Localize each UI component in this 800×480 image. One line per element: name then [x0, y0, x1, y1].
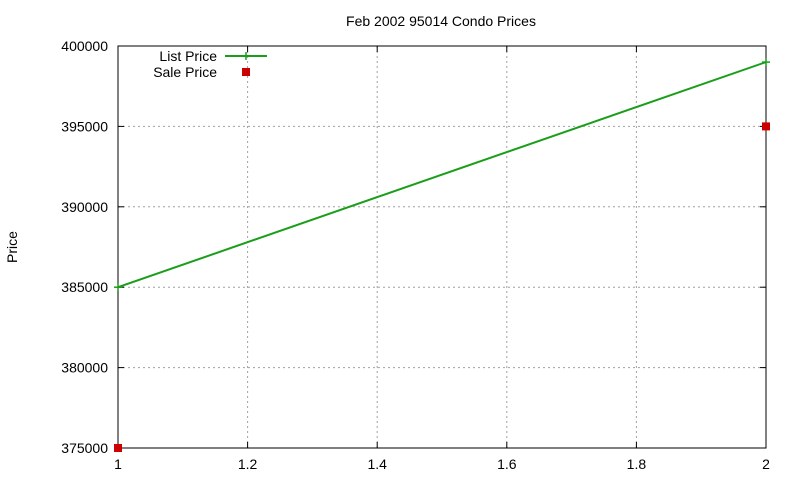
- y-tick-label: 395000: [61, 118, 108, 134]
- plot-frame: [117, 45, 767, 449]
- axis-ticks: [117, 45, 767, 449]
- list-price-line: [117, 61, 767, 289]
- x-tick-label: 1.4: [367, 456, 387, 472]
- grid: [118, 46, 766, 448]
- y-tick-label: 400000: [61, 38, 108, 54]
- x-tick-label: 1: [114, 456, 122, 472]
- legend-marker: [242, 52, 250, 60]
- legend-label: List Price: [159, 48, 217, 64]
- series-layer: [114, 58, 770, 452]
- y-tick-labels: 375000 380000 385000 390000 395000 400000: [61, 38, 108, 456]
- y-axis-label: Price: [4, 231, 20, 263]
- legend-marker: [242, 68, 250, 76]
- chart-title: Feb 2002 95014 Condo Prices: [346, 13, 536, 29]
- y-tick-label: 380000: [61, 360, 108, 376]
- x-tick-label: 1.6: [497, 456, 517, 472]
- y-tick-label: 390000: [61, 199, 108, 215]
- x-tick-label: 1.2: [238, 456, 258, 472]
- sale-price-point: [114, 444, 122, 452]
- x-tick-labels: 1 1.2 1.4 1.6 1.8 2: [114, 456, 770, 472]
- sale-price-point: [762, 122, 770, 131]
- list-price-point: [762, 58, 770, 67]
- y-tick-label: 375000: [61, 440, 108, 456]
- list-price-point: [114, 283, 122, 292]
- x-tick-label: 2: [762, 456, 770, 472]
- x-tick-label: 1.8: [627, 456, 647, 472]
- legend-label: Sale Price: [153, 64, 217, 80]
- y-tick-label: 385000: [61, 279, 108, 295]
